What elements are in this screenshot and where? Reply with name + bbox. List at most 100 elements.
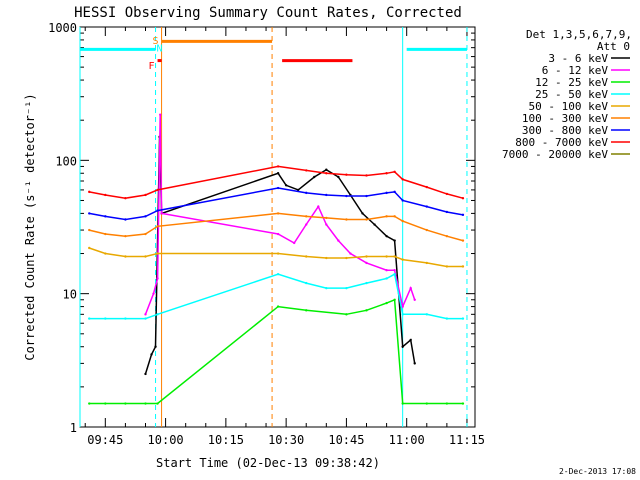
chart-title: HESSI Observing Summary Count Rates, Cor… <box>74 5 462 21</box>
series-point <box>305 255 308 258</box>
x-tick-label: 10:15 <box>208 433 244 447</box>
series-point <box>88 228 91 232</box>
series-point <box>325 256 328 260</box>
series-point <box>461 239 465 242</box>
series-point <box>393 268 396 272</box>
series-point <box>144 317 147 320</box>
series-point <box>305 281 308 285</box>
y-tick-label: 1000 <box>48 21 77 35</box>
series-point <box>345 218 348 221</box>
series-point <box>385 172 388 175</box>
series-point <box>401 199 404 202</box>
series-point <box>144 372 147 376</box>
series-point <box>144 232 147 236</box>
series-point <box>393 239 396 242</box>
series-point <box>445 210 449 214</box>
timestamp: 2-Dec-2013 17:08 <box>559 467 636 476</box>
series-point <box>393 255 396 258</box>
series-point <box>276 186 280 190</box>
series-point <box>124 196 127 200</box>
legend-label: 3 - 6 keV <box>548 52 608 65</box>
series-point <box>296 188 300 192</box>
series-point <box>144 313 147 316</box>
series-point <box>461 213 465 217</box>
legend-label: 50 - 100 keV <box>529 100 609 113</box>
series-point <box>425 313 428 316</box>
series-point <box>445 192 449 196</box>
series-point <box>305 169 308 172</box>
series-point <box>425 402 428 405</box>
series-point <box>276 305 280 308</box>
series-point <box>317 205 320 208</box>
series-point <box>152 292 155 295</box>
series-point <box>124 218 127 221</box>
series-line <box>88 247 463 268</box>
series-point <box>385 234 388 238</box>
series-point <box>401 305 404 308</box>
series-point <box>365 281 368 285</box>
series-point <box>345 256 348 260</box>
y-tick-label: 1 <box>70 421 77 435</box>
series-point <box>88 317 91 320</box>
series-point <box>393 215 396 218</box>
series-point <box>425 185 428 189</box>
series-point <box>365 255 368 258</box>
series-point <box>413 362 416 365</box>
series-line <box>89 165 464 199</box>
legend-label: 6 - 12 keV <box>542 64 609 77</box>
series-point <box>425 261 428 265</box>
series-point <box>88 212 91 215</box>
flag-label: S <box>153 36 159 47</box>
series-line <box>144 114 416 315</box>
series-point <box>276 252 280 255</box>
series-point <box>401 219 404 223</box>
series-point <box>156 225 159 228</box>
series-point <box>365 309 368 312</box>
series-point <box>276 172 280 175</box>
series-point <box>385 268 388 272</box>
series-point <box>160 212 163 215</box>
series-point <box>345 313 348 316</box>
legend-label: 25 - 50 keV <box>535 88 608 101</box>
series-point <box>88 402 91 405</box>
series-point <box>104 317 107 320</box>
x-tick-label: 11:00 <box>389 433 425 447</box>
series-point <box>124 234 127 238</box>
series-point <box>401 178 404 181</box>
series-point <box>276 232 280 236</box>
series-point <box>393 190 396 194</box>
legend-label: 300 - 800 keV <box>522 124 608 137</box>
series-point <box>104 232 107 236</box>
series-point <box>393 298 396 301</box>
series-point <box>325 168 328 171</box>
x-axis-label: Start Time (02-Dec-13 09:38:42) <box>156 456 380 470</box>
y-tick-label: 10 <box>63 288 77 302</box>
series-point <box>144 402 147 405</box>
series-point <box>104 193 107 197</box>
series-point <box>124 402 127 405</box>
series-point <box>144 193 147 197</box>
series-point <box>425 228 428 232</box>
series-point <box>305 215 308 218</box>
series-point <box>156 252 159 255</box>
series-point <box>385 301 388 305</box>
x-tick-label: 10:45 <box>328 433 364 447</box>
plot-area: 09:45 10:00 10:15 10:30 10:45 11:00 11:15 1 10 10… <box>48 21 485 447</box>
legend-header-line-2: Att 0 <box>597 40 630 53</box>
series-point <box>349 252 352 255</box>
series-point <box>124 317 127 320</box>
y-axis-label: Corrected Count Rate (s⁻¹ detector⁻¹) <box>23 93 37 360</box>
series-point <box>305 309 308 312</box>
series-point <box>88 246 91 250</box>
x-tick-label: 10:00 <box>148 433 184 447</box>
series-point <box>325 172 328 175</box>
legend-label: 100 - 300 keV <box>522 112 608 125</box>
series-point <box>461 196 465 200</box>
series-point <box>365 174 368 177</box>
series-point <box>276 272 280 276</box>
series-point <box>150 353 153 356</box>
series-point <box>345 173 348 176</box>
series-point <box>156 402 159 405</box>
